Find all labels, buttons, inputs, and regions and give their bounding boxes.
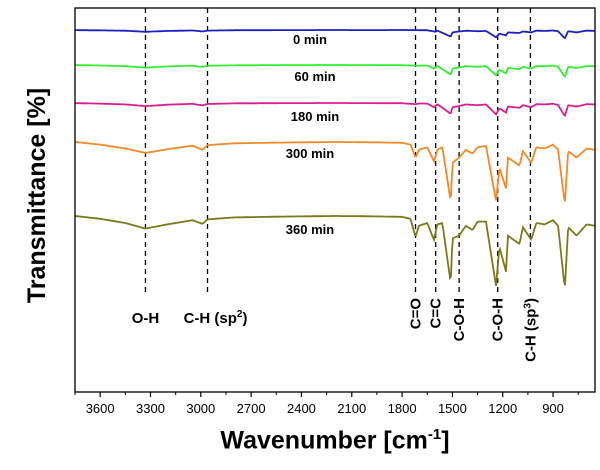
x-tick-label: 1200 [488,401,517,416]
series-label: 60 min [294,69,335,84]
band-label-coh-1-part: C-O-H [451,298,468,341]
series-labels: 0 min 60 min 180 min 300 min 360 min [286,32,339,237]
x-tick-label: 1800 [388,401,417,416]
series-label: 180 min [291,109,339,124]
x-tick-label: 3300 [136,401,165,416]
band-label-co: C=O [408,298,425,330]
series-line [75,64,595,78]
series-label: 300 min [286,146,334,161]
band-label-oh: O-H [132,310,160,327]
band-label-ch-sp3: C-H (sp3) [522,298,539,362]
band-label-ch-sp2: C-H (sp2) [184,309,248,327]
band-label-coh-2-part: C-O-H [490,298,507,341]
band-labels: O-H C-H (sp2) C=O C=C C-O-H C-O-H C-H (sp3) [132,298,540,362]
band-label-ch-sp3-part: 3 [522,303,533,309]
band-label-ch-sp2-part: 2 [237,309,243,320]
band-label-cc-part: C=C [428,298,445,329]
series-line [74,215,596,286]
x-tick-label: 2100 [337,401,366,416]
x-tick-label: 3000 [186,401,215,416]
spectra [74,29,596,286]
x-axis-ticks: 3600 3300 3000 2700 2400 2100 1800 1500 1200 900 [74,392,579,416]
x-tick-label: 2700 [237,401,266,416]
reference-lines [144,8,532,296]
band-label-cc: C=C [428,298,445,329]
plot-frame [74,7,596,393]
band-label-ch-sp3-part: ) [522,298,539,303]
band-label-ch-sp2-part: C-H (sp [184,310,237,327]
x-tick-label: 3600 [86,401,115,416]
x-tick-label: 900 [542,401,564,416]
series-label: 360 min [286,222,334,237]
x-axis-label: Wavenumber [cm-1] [220,426,450,455]
band-label-co-part: C=O [408,298,425,330]
band-label-coh-2: C-O-H [490,298,507,341]
band-label-coh-1: C-O-H [451,298,468,341]
x-tick-label: 1500 [438,401,467,416]
band-label-ch-sp3-part: C-H (sp [522,309,539,362]
series-line [75,102,595,118]
band-label-ch-sp2-part: ) [242,310,247,327]
series-line [75,29,596,40]
series-line [74,141,596,202]
series-label: 0 min [293,32,327,47]
x-tick-label: 2400 [287,401,316,416]
